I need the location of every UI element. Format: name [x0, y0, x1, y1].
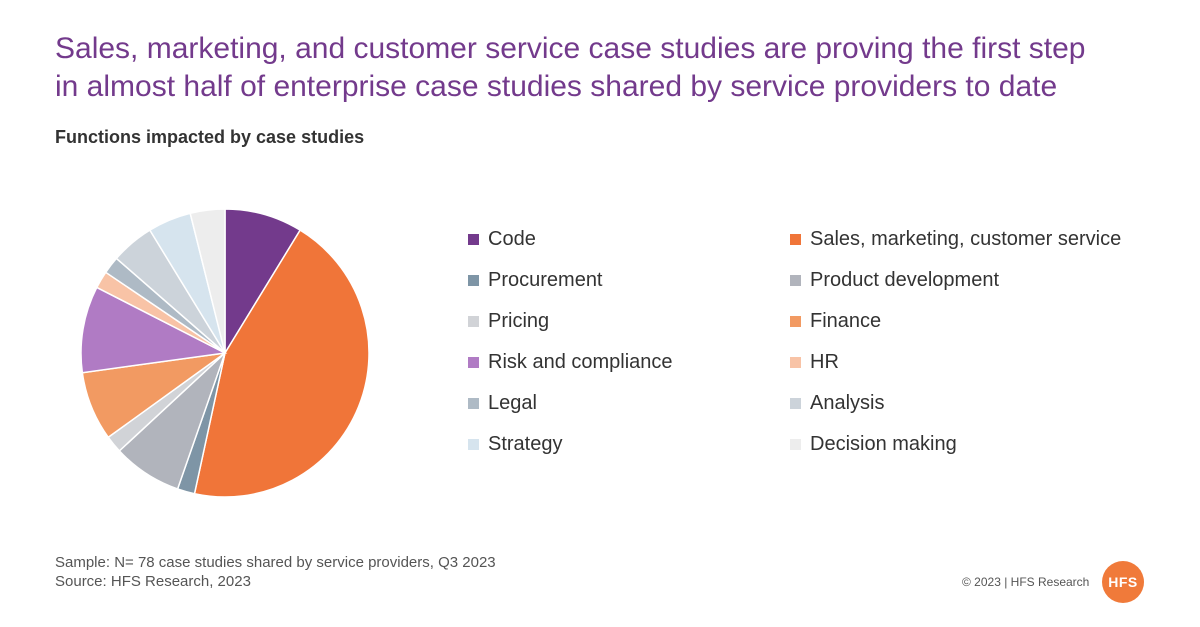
legend-label: Pricing: [488, 310, 550, 332]
legend-label: Finance: [810, 310, 882, 332]
legend-label: Legal: [488, 392, 537, 414]
legend-item-sales-marketing-customer-service: Sales, marketing, customer service: [790, 228, 1188, 251]
legend-swatch: [790, 439, 801, 450]
legend-item-hr: HR: [790, 351, 1188, 374]
legend-swatch: [468, 439, 479, 450]
legend-label: Code: [488, 228, 536, 250]
pie-chart: [80, 208, 370, 498]
legend-swatch: [790, 316, 801, 327]
title-line-1: Sales, marketing, and customer service c…: [55, 32, 1086, 65]
pie-slice-decision-making: [189, 208, 226, 354]
legend-label: Product development: [810, 269, 1000, 291]
legend-swatch: [468, 398, 479, 409]
legend-item-decision-making: Decision making: [790, 433, 1188, 456]
legend-swatch: [468, 316, 479, 327]
legend-label: Strategy: [488, 433, 563, 455]
legend-swatch: [468, 275, 479, 286]
legend-item-risk-and-compliance: Risk and compliance: [468, 351, 790, 374]
legend-item-pricing: Pricing: [468, 310, 790, 333]
legend-item-product-development: Product development: [790, 269, 1188, 292]
legend-item-strategy: Strategy: [468, 433, 790, 456]
pie-slice-risk-and-compliance: [80, 286, 228, 374]
copyright-text: © 2023 | HFS Research: [962, 575, 1090, 589]
legend-item-code: Code: [468, 228, 790, 251]
hfs-logo: HFS: [1102, 561, 1144, 603]
legend-swatch: [790, 398, 801, 409]
chart-notes: Sample: N= 78 case studies shared by ser…: [55, 553, 496, 591]
sample-note: Sample: N= 78 case studies shared by ser…: [55, 554, 496, 571]
legend-label: Sales, marketing, customer service: [810, 228, 1122, 250]
page-title: Sales, marketing, and customer service c…: [55, 30, 1175, 106]
chart-title: Functions impacted by case studies: [55, 127, 365, 147]
legend-item-finance: Finance: [790, 310, 1188, 333]
chart-legend: Code Sales, marketing, customer service Pr…: [468, 228, 1188, 456]
legend-item-legal: Legal: [468, 392, 790, 415]
legend-item-procurement: Procurement: [468, 269, 790, 292]
legend-label: HR: [810, 351, 839, 373]
title-line-2: in almost half of enterprise case studie…: [55, 70, 1058, 103]
legend-swatch: [790, 234, 801, 245]
legend-swatch: [790, 357, 801, 368]
source-note: Source: HFS Research, 2023: [55, 573, 251, 590]
legend-label: Analysis: [810, 392, 885, 414]
legend-swatch: [790, 275, 801, 286]
legend-label: Decision making: [810, 433, 957, 455]
legend-swatch: [468, 357, 479, 368]
pie-slice-sales-marketing-customer-service: [193, 229, 370, 498]
legend-item-analysis: Analysis: [790, 392, 1188, 415]
legend-label: Procurement: [488, 269, 603, 291]
legend-label: Risk and compliance: [488, 351, 673, 373]
legend-swatch: [468, 234, 479, 245]
